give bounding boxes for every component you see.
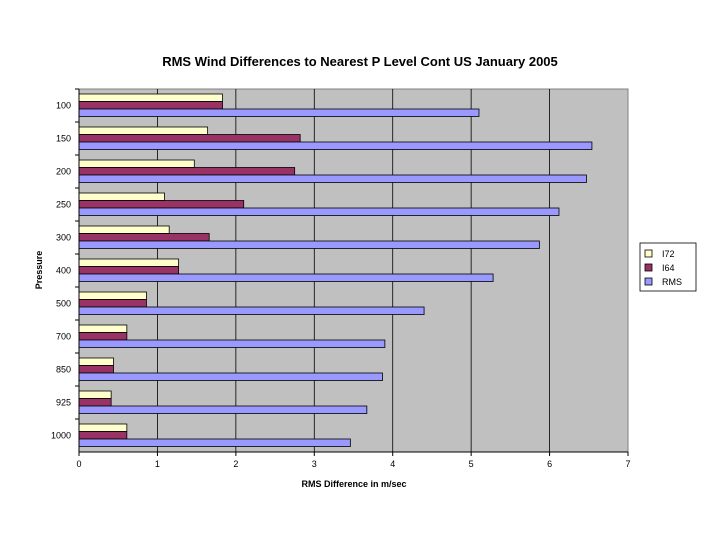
legend: I72 I64 RMS [639,242,697,292]
bar-i72-250 [78,192,165,201]
bar-i64-400 [78,266,180,275]
y-tick-label: 850 [56,364,71,374]
bar-rms-150 [78,141,593,150]
bar-i72-1000 [78,423,128,432]
bar-i64-500 [78,299,147,308]
x-tick-label: 4 [390,459,395,469]
legend-label-rms: RMS [662,277,682,287]
x-tick-label: 5 [469,459,474,469]
y-tick-label: 250 [56,199,71,209]
y-tick-label: 400 [56,265,71,275]
y-tick-label: 1000 [51,430,71,440]
x-axis-label: RMS Difference in m/sec [301,479,406,489]
y-tick-label: 200 [56,166,71,176]
bar-i64-300 [78,233,210,242]
y-tick-label: 925 [56,397,71,407]
bar-i72-300 [78,225,170,234]
x-tick-label: 7 [625,459,630,469]
bar-rms-700 [78,339,386,348]
bar-i64-700 [78,332,128,341]
bar-i64-925 [78,398,112,407]
y-tick-label: 100 [56,100,71,110]
bar-rms-1000 [78,438,351,447]
bar-i64-100 [78,101,223,110]
y-axis-label: Pressure [34,251,44,290]
bar-rms-100 [78,108,480,117]
bar-i72-850 [78,357,114,366]
bar-rms-400 [78,273,494,282]
y-tick-label: 300 [56,232,71,242]
bar-rms-500 [78,306,425,315]
bar-i72-500 [78,291,147,300]
legend-label-i64: I64 [662,263,675,273]
bar-i64-850 [78,365,114,374]
bar-i64-200 [78,167,296,176]
bar-i72-400 [78,258,180,267]
bar-rms-925 [78,405,368,414]
bar-i64-250 [78,200,245,209]
bar-i64-1000 [78,431,128,440]
legend-swatch-i72 [644,249,653,258]
y-tick-label: 150 [56,133,71,143]
x-tick-label: 1 [155,459,160,469]
x-tick-label: 6 [547,459,552,469]
x-tick-label: 2 [233,459,238,469]
y-tick-label: 700 [56,331,71,341]
bar-i72-150 [78,126,209,135]
bar-rms-200 [78,174,587,183]
bar-i72-700 [78,324,128,333]
y-tick-label: 500 [56,298,71,308]
bar-rms-250 [78,207,560,216]
y-axis-ticks: 100 150 200 250 300 400 500 700 850 925 1000 [51,88,80,452]
bar-i72-925 [78,390,112,399]
x-axis-ticks: 0 1 2 3 4 5 6 7 [76,451,631,469]
legend-swatch-rms [644,277,653,286]
bar-i72-200 [78,159,195,168]
bar-i64-150 [78,134,301,143]
bar-rms-300 [78,240,540,249]
x-tick-label: 0 [76,459,81,469]
chart-title: RMS Wind Differences to Nearest P Level … [162,54,558,69]
legend-label-i72: I72 [662,249,675,259]
x-tick-label: 3 [312,459,317,469]
bar-i72-100 [78,93,223,102]
legend-swatch-i64 [644,263,653,272]
bar-rms-850 [78,372,383,381]
